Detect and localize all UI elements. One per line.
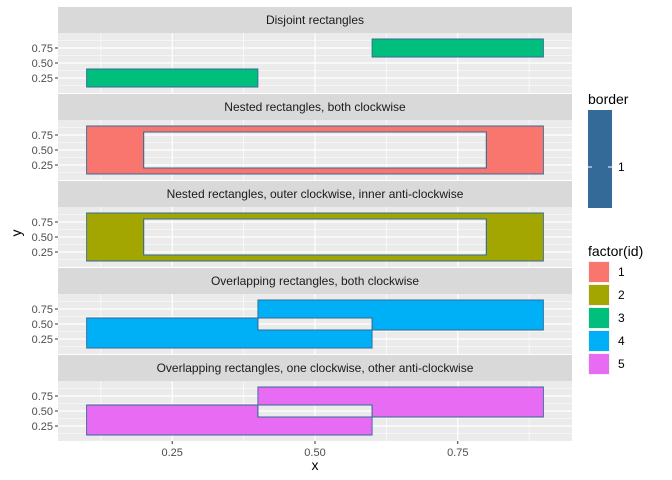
legend-key: [589, 331, 609, 351]
facet-panel: Nested rectangles, outer clockwise, inne…: [32, 181, 572, 267]
y-tick-label: 0.25: [32, 421, 53, 433]
y-tick-label: 0.75: [32, 304, 53, 316]
legends: border 1 factor(id) 1 2 3 4 5: [588, 91, 643, 375]
y-tick-label: 0.50: [32, 58, 53, 70]
polygon-fill: [86, 38, 544, 88]
x-axis: 0.25 0.50 0.75: [162, 441, 468, 459]
y-tick-label: 0.25: [32, 73, 53, 85]
legend-key: [589, 308, 609, 328]
y-tick-label: 0.50: [32, 145, 53, 157]
y-tick-label: 0.75: [32, 130, 53, 142]
legend-title-id: factor(id): [588, 243, 643, 259]
x-axis-title: x: [312, 457, 319, 473]
facet-strip-title: Overlapping rectangles, both clockwise: [211, 274, 419, 288]
hole-border: [257, 317, 373, 331]
legend-label: 2: [618, 288, 625, 302]
facet-strip: [58, 355, 572, 381]
facet-strip-title: Nested rectangles, outer clockwise, inne…: [167, 187, 464, 201]
colorbar-label: 1: [618, 160, 625, 174]
facet-panel: Overlapping rectangles, one clockwise, o…: [32, 355, 572, 441]
facet-panel: Disjoint rectangles 0.25 0.50 0.75: [32, 7, 572, 93]
facet-panel: Nested rectangles, both clockwise 0.25 0.5…: [32, 94, 572, 180]
facet-strip-title: Disjoint rectangles: [266, 13, 364, 27]
facet-strip: [58, 94, 572, 120]
y-tick-label: 0.50: [32, 232, 53, 244]
facet-strip-title: Overlapping rectangles, one clockwise, o…: [157, 361, 474, 375]
y-axis-title: y: [8, 230, 24, 237]
y-tick-label: 0.50: [32, 319, 53, 331]
x-tick-label: 0.50: [304, 447, 325, 459]
y-tick-label: 0.25: [32, 247, 53, 259]
facet-strip: [58, 181, 572, 207]
y-tick-label: 0.50: [32, 406, 53, 418]
legend-label: 3: [618, 311, 625, 325]
hole-border: [143, 131, 487, 169]
legend-key: [589, 285, 609, 305]
x-tick-label: 0.75: [447, 447, 468, 459]
facet-strip-title: Nested rectangles, both clockwise: [224, 100, 406, 114]
legend-label: 4: [618, 334, 625, 348]
facet-strip: [58, 7, 572, 33]
hole-border: [257, 404, 373, 418]
facet-strip: [58, 268, 572, 294]
y-tick-label: 0.75: [32, 391, 53, 403]
facet-panel: Overlapping rectangles, both clockwise 0.…: [32, 268, 572, 354]
y-tick-label: 0.25: [32, 160, 53, 172]
y-tick-label: 0.75: [32, 43, 53, 55]
y-tick-label: 0.75: [32, 217, 53, 229]
legend-title-border: border: [588, 91, 629, 107]
legend-label: 5: [618, 357, 625, 371]
hole-border: [143, 218, 487, 256]
legend-key: [589, 354, 609, 374]
legend-label: 1: [618, 265, 625, 279]
colorbar: [588, 110, 612, 208]
x-tick-label: 0.25: [162, 447, 183, 459]
y-tick-label: 0.25: [32, 334, 53, 346]
legend-key: [589, 262, 609, 282]
